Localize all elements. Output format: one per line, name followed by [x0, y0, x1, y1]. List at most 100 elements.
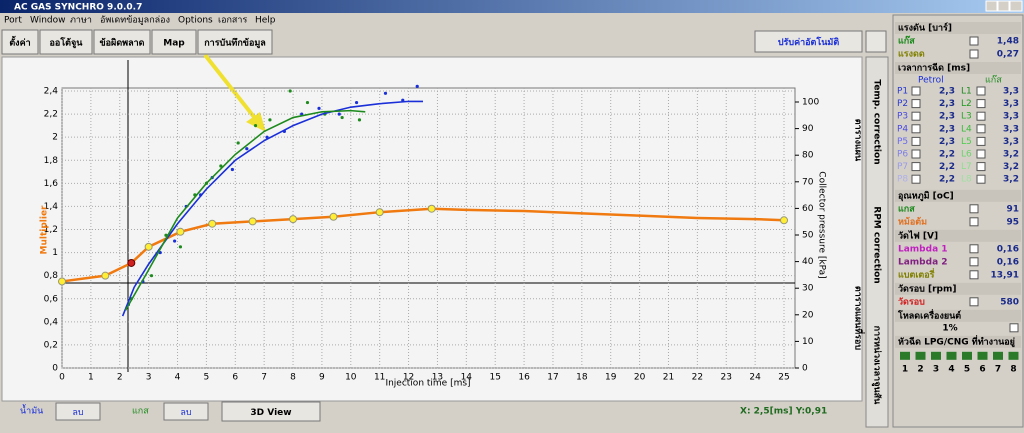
tab[interactable]: [39, 29, 93, 55]
menu-item[interactable]: Window: [30, 16, 66, 26]
gas-channel: L1: [961, 87, 972, 97]
petrol-channel: P8: [897, 175, 908, 185]
petrol-channel: P3: [897, 112, 908, 122]
checkbox[interactable]: [911, 149, 921, 159]
menu-item[interactable]: อัพเดทข้อมูลกล่อง: [100, 15, 170, 26]
checkbox[interactable]: [976, 162, 986, 172]
scatter-point: [354, 100, 359, 105]
row-label: แกส: [898, 204, 915, 214]
checkbox[interactable]: [976, 149, 986, 159]
menu-item[interactable]: ภาษา: [70, 16, 92, 26]
y2-tick-label: 40: [802, 257, 814, 267]
petrol-time: 2,2: [939, 150, 955, 160]
auto-button[interactable]: [754, 30, 863, 53]
section-header: [895, 189, 1021, 202]
row-label: หม้อต้ม: [898, 216, 927, 227]
injector-icon: [1008, 351, 1019, 360]
injector-label: 2: [917, 364, 923, 374]
petrol-channel: P2: [897, 99, 908, 109]
side-tab[interactable]: Temp. correction: [872, 79, 882, 164]
scatter-point: [149, 274, 154, 278]
menu-item[interactable]: Port: [4, 16, 22, 26]
delete-gas[interactable]: [163, 402, 209, 421]
checkbox[interactable]: [911, 111, 921, 121]
delete-petrol[interactable]: [55, 402, 101, 421]
y2-tick-label: 90: [802, 124, 814, 134]
checkbox[interactable]: [976, 86, 986, 96]
section-header: [895, 62, 1021, 74]
cursor-readout: X: 2,5[ms] Y:0,91: [740, 407, 827, 417]
arrow-head: [246, 112, 266, 132]
tab[interactable]: [151, 29, 197, 55]
checkbox[interactable]: [969, 36, 979, 46]
point-marker: [58, 277, 66, 286]
checkbox[interactable]: [911, 162, 921, 172]
side-tab[interactable]: RPM correction: [872, 206, 882, 283]
checkbox[interactable]: [969, 204, 979, 214]
checkbox[interactable]: [911, 99, 921, 109]
injector-label: 5: [964, 364, 970, 374]
view-3d[interactable]: [221, 401, 321, 422]
maximize[interactable]: [997, 0, 1010, 12]
y2-tick-label: 10: [802, 337, 814, 347]
checkbox[interactable]: [976, 124, 986, 134]
row-value: 580: [1000, 297, 1019, 307]
x-tick-label: 21: [663, 373, 674, 383]
x-tick-label: 3: [146, 373, 152, 383]
checkbox[interactable]: [969, 297, 979, 307]
section-title: วัดรอบ [rpm]: [898, 283, 956, 294]
petrol-time: 2,3: [939, 124, 955, 134]
tab[interactable]: [93, 29, 151, 55]
injector-icon: [931, 351, 941, 360]
injector-label: 3: [933, 364, 939, 374]
tab[interactable]: [197, 29, 273, 55]
petrol-time: 2,3: [939, 112, 955, 122]
x-tick-label: 4: [175, 373, 181, 383]
side-tab[interactable]: การหน่วงเวลาจูนสัน: [872, 326, 883, 405]
checkbox[interactable]: [976, 111, 986, 121]
menu-item[interactable]: Help: [255, 16, 276, 26]
side-tab[interactable]: ตารางแผน: [853, 119, 863, 162]
x-tick-label: 7: [261, 373, 267, 383]
close[interactable]: [1009, 0, 1023, 12]
checkbox[interactable]: [969, 49, 979, 59]
scatter-point: [236, 141, 240, 145]
checkbox[interactable]: [911, 124, 921, 134]
gas-channel: L6: [961, 150, 972, 160]
checkbox[interactable]: [976, 174, 986, 184]
y2-tick-label: 70: [802, 177, 814, 187]
checkbox[interactable]: [911, 86, 921, 96]
injector-icon: [993, 351, 1003, 360]
y2-tick-label: 100: [802, 98, 819, 108]
checkbox[interactable]: [969, 257, 979, 267]
tool-button[interactable]: [865, 30, 887, 53]
tab[interactable]: [1, 29, 39, 55]
section-header: [895, 282, 1021, 295]
checkbox[interactable]: [969, 270, 979, 280]
checkbox[interactable]: [911, 136, 921, 146]
auto-button-label: ปรับค่าอัตโนมัติ: [778, 36, 840, 48]
checkbox[interactable]: [969, 217, 979, 227]
gas-time: 3,3: [1003, 112, 1019, 122]
tab-label: ออโต้จูน: [50, 37, 84, 49]
gas-time: 3,2: [1003, 150, 1019, 160]
minimize[interactable]: [985, 0, 998, 12]
scatter-point: [305, 100, 310, 105]
side-tab[interactable]: ตารางแผนที่รอบ: [853, 286, 866, 351]
section-title: หัวฉีด LPG/CNG ที่ทำงานอยู่: [898, 334, 1015, 347]
gas-channel: L4: [961, 124, 972, 134]
checkbox[interactable]: [911, 174, 921, 184]
gas-channel: L7: [961, 162, 972, 172]
checkbox[interactable]: [976, 136, 986, 146]
legend-petrol: น้ำมัน: [20, 404, 43, 417]
injector-icon: [946, 351, 957, 360]
injector-icon: [962, 351, 972, 360]
x-tick-label: 12: [403, 373, 414, 383]
menu-item[interactable]: Options: [178, 16, 213, 26]
checkbox[interactable]: [969, 244, 979, 254]
checkbox[interactable]: [976, 99, 986, 109]
checkbox[interactable]: [1009, 323, 1019, 333]
menu-item[interactable]: เอกสาร: [218, 16, 247, 26]
injector-label: 7: [995, 364, 1001, 374]
